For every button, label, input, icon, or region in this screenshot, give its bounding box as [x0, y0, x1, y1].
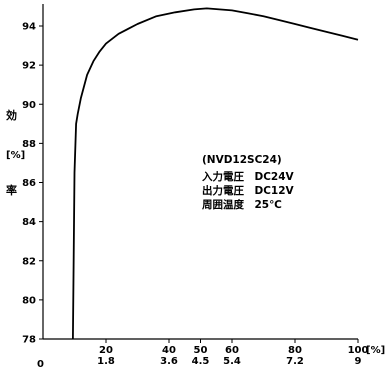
x-tick-percent-label: 60 [225, 345, 239, 356]
x-tick-amp-label: 5.4 [223, 356, 241, 367]
x-unit-label: [%] [366, 345, 385, 356]
y-tick-label: 82 [22, 256, 36, 267]
x-tick-percent-label: 20 [99, 345, 113, 356]
x-tick-percent-label: 100 [348, 345, 369, 356]
annotation-output-voltage: 出力電圧 DC12V [202, 184, 295, 197]
y-label-char-1: 効 [6, 108, 17, 122]
x-tick-percent-label: 50 [194, 345, 208, 356]
y-tick-label: 90 [22, 100, 36, 111]
x-tick-amp-label: 1.8 [97, 356, 115, 367]
annotation-ambient-temp: 周囲温度 25℃ [202, 198, 282, 211]
x-origin-label: 0 [37, 359, 44, 370]
y-tick-label: 94 [22, 22, 36, 33]
efficiency-curve [72, 7, 359, 340]
axes [42, 4, 358, 340]
x-tick-amp-label: 9 [355, 356, 362, 367]
series-group [72, 7, 359, 340]
annotation-model: (NVD12SC24) [202, 154, 282, 166]
y-tick-label: 88 [22, 139, 36, 150]
y-tick-label: 80 [22, 295, 36, 306]
annotation-input-voltage: 入力電圧 DC24V [202, 170, 295, 183]
x-tick-amp-label: 3.6 [160, 356, 178, 367]
y-unit-label: [%] [6, 150, 25, 161]
y-tick-label: 84 [22, 217, 36, 228]
axis-labels: 効 率 [%] [%] 0 [6, 108, 385, 370]
y-tick-label: 86 [22, 178, 36, 189]
x-tick-amp-label: 4.5 [192, 356, 210, 367]
y-tick-label: 92 [22, 61, 36, 72]
y-tick-label: 78 [22, 335, 36, 346]
x-tick-amp-label: 7.2 [286, 356, 304, 367]
y-ticks: 78 80 82 84 86 88 90 92 94 [22, 22, 43, 346]
y-label-char-2: 率 [6, 183, 17, 197]
annotation-block: (NVD12SC24) 入力電圧 DC24V 出力電圧 DC12V 周囲温度 2… [202, 154, 295, 211]
x-tick-percent-label: 80 [288, 345, 302, 356]
x-tick-percent-label: 40 [162, 345, 176, 356]
